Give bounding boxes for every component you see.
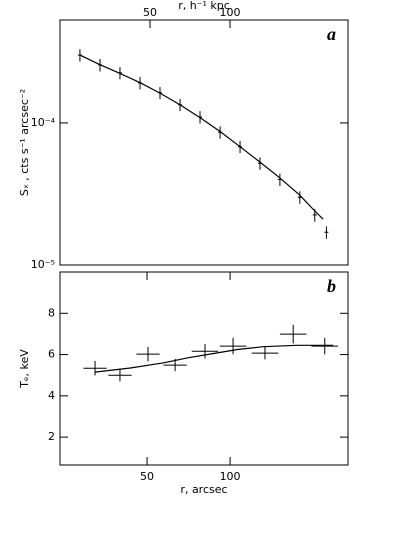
model-curve	[94, 344, 334, 373]
x-tick-label: 50	[140, 470, 154, 483]
x2-tick-label: 100	[220, 6, 241, 19]
y-tick-label: 2	[48, 430, 55, 443]
y-tick-label: 4	[48, 389, 55, 402]
model-curve	[79, 54, 324, 220]
panel-label: b	[327, 276, 336, 296]
y-tick-label: 10⁻⁵	[31, 258, 55, 271]
y-axis-label: Sₓ , cts s⁻¹ arcsec⁻²	[18, 89, 31, 196]
y-tick-label: 8	[48, 306, 55, 319]
y-tick-label: 10⁻⁴	[31, 116, 56, 129]
x2-tick-label: 50	[143, 6, 157, 19]
x-axis-label: r, arcsec	[180, 483, 227, 496]
frame	[59, 19, 349, 266]
panel-label: a	[327, 24, 336, 44]
frame	[59, 271, 349, 466]
x-tick-label: 100	[220, 470, 241, 483]
y-axis-label: Tₑ, keV	[18, 349, 31, 389]
x2-axis-label: r, h⁻¹ kpc	[178, 0, 230, 12]
y-tick-label: 6	[48, 348, 55, 361]
